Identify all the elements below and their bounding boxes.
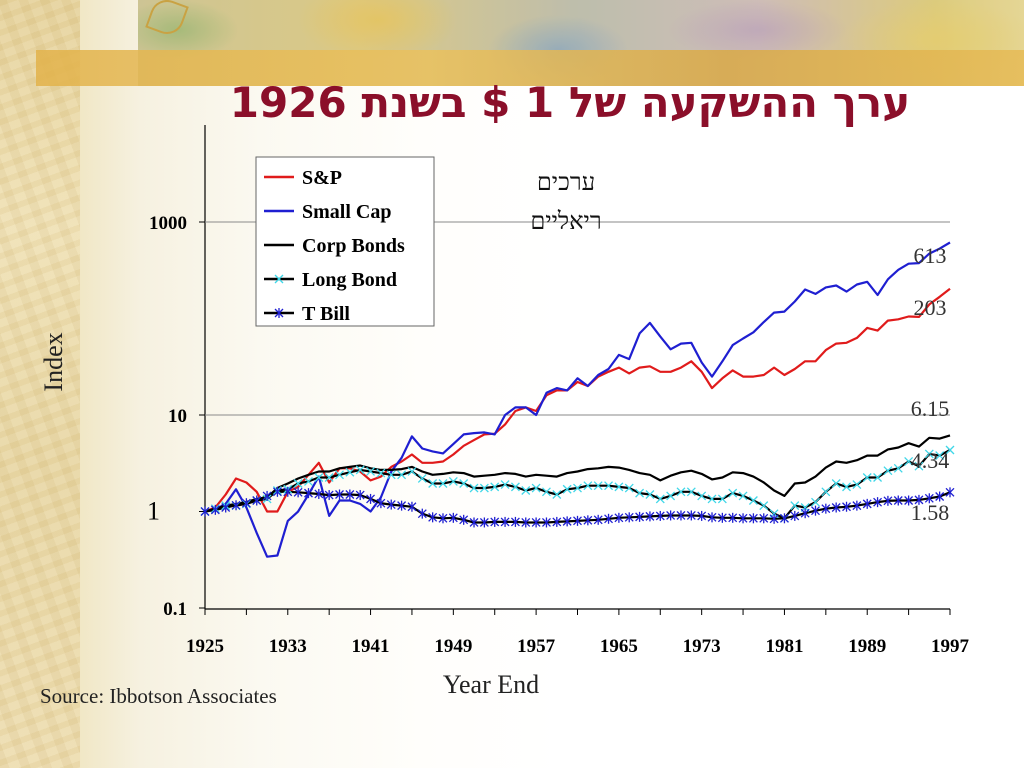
end-value-label: 613	[914, 243, 947, 268]
legend-label: Small Cap	[302, 201, 391, 223]
legend-label: T Bill	[302, 303, 350, 325]
x-tick-label: 1997	[931, 636, 970, 657]
data-point-marker	[822, 488, 830, 496]
y-tick-label: 1000	[149, 213, 187, 234]
data-point-marker	[760, 502, 768, 510]
legend-label: Long Bond	[302, 269, 397, 291]
x-tick-label: 1925	[186, 636, 224, 657]
data-point-marker	[418, 474, 426, 482]
end-value-labels: 613 203 6.15 4.34 1.58	[911, 243, 950, 525]
x-tick-label: 1965	[600, 636, 638, 657]
y-tick-labels: 1000 10 1 0.1	[147, 213, 205, 620]
legend-label: S&P	[302, 167, 342, 189]
end-value-label: 4.34	[911, 448, 950, 473]
real-values-label-line1: ערכים	[537, 170, 595, 196]
x-tick-label: 1941	[352, 636, 390, 657]
x-tick-label: 1981	[765, 636, 803, 657]
data-point-marker	[811, 498, 819, 506]
data-point-marker	[749, 497, 757, 505]
legend-label: Corp Bonds	[302, 235, 405, 257]
x-axis-title: Year End	[443, 670, 539, 699]
x-tick-label: 1973	[683, 636, 721, 657]
x-tick-labels: 1925 1933 1941 1949 1957 1965 1973 1981 1989 1997	[186, 609, 970, 657]
legend: S&P Small Cap Corp Bonds Long Bond T Bill	[256, 157, 434, 326]
y-axis-title: Index	[39, 332, 68, 391]
source-note: Source: Ibbotson Associates	[40, 684, 277, 709]
y-tick-label: 0.1	[163, 599, 187, 620]
x-tick-label: 1949	[434, 636, 472, 657]
y-tick-label: 10	[168, 406, 187, 427]
end-value-label: 6.15	[911, 396, 950, 421]
x-tick-label: 1989	[848, 636, 886, 657]
real-values-label-line2: ריאליים	[530, 209, 601, 235]
x-tick-label: 1957	[517, 636, 556, 657]
end-value-label: 203	[914, 295, 947, 320]
end-value-label: 1.58	[911, 500, 950, 525]
x-tick-label: 1933	[269, 636, 307, 657]
y-tick-label: 1	[147, 497, 160, 526]
series-line-corp-bonds	[205, 435, 950, 511]
